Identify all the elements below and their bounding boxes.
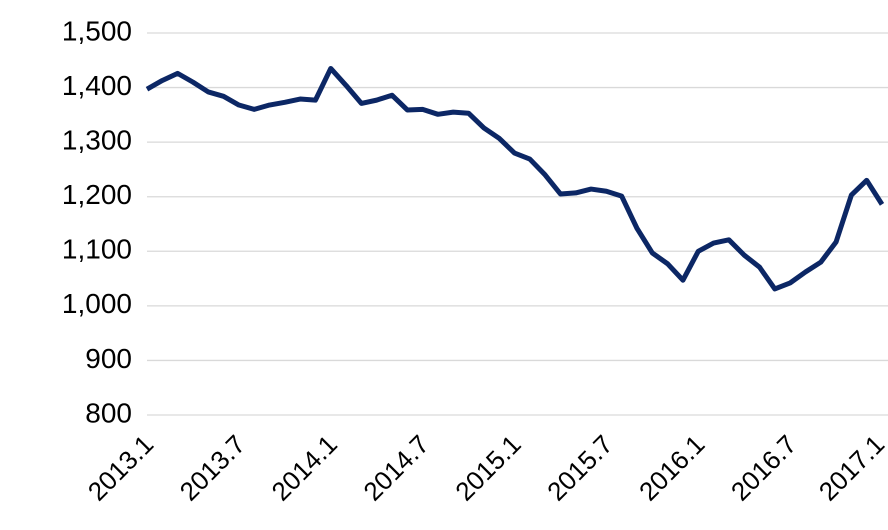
x-tick-label: 2014.7 bbox=[357, 429, 434, 506]
x-tick-label: 2013.1 bbox=[82, 429, 159, 506]
x-tick-label: 2014.1 bbox=[266, 429, 343, 506]
y-tick-label: 800 bbox=[85, 397, 132, 428]
x-tick-label: 2013.7 bbox=[174, 429, 251, 506]
y-tick-label: 1,100 bbox=[62, 234, 132, 265]
data-line bbox=[145, 65, 885, 292]
y-tick-label: 1,400 bbox=[62, 70, 132, 101]
y-tick-label: 1,000 bbox=[62, 288, 132, 319]
x-tick-label: 2015.7 bbox=[541, 429, 618, 506]
y-tick-label: 1,500 bbox=[62, 15, 132, 46]
y-tick-label: 900 bbox=[85, 343, 132, 374]
x-tick-label: 2016.7 bbox=[725, 429, 802, 506]
x-tick-label: 2016.1 bbox=[633, 429, 710, 506]
x-tick-label: 2015.1 bbox=[449, 429, 526, 506]
x-tick-label: 2017.1 bbox=[813, 429, 888, 506]
y-tick-label: 1,200 bbox=[62, 179, 132, 210]
y-tick-label: 1,300 bbox=[62, 125, 132, 156]
